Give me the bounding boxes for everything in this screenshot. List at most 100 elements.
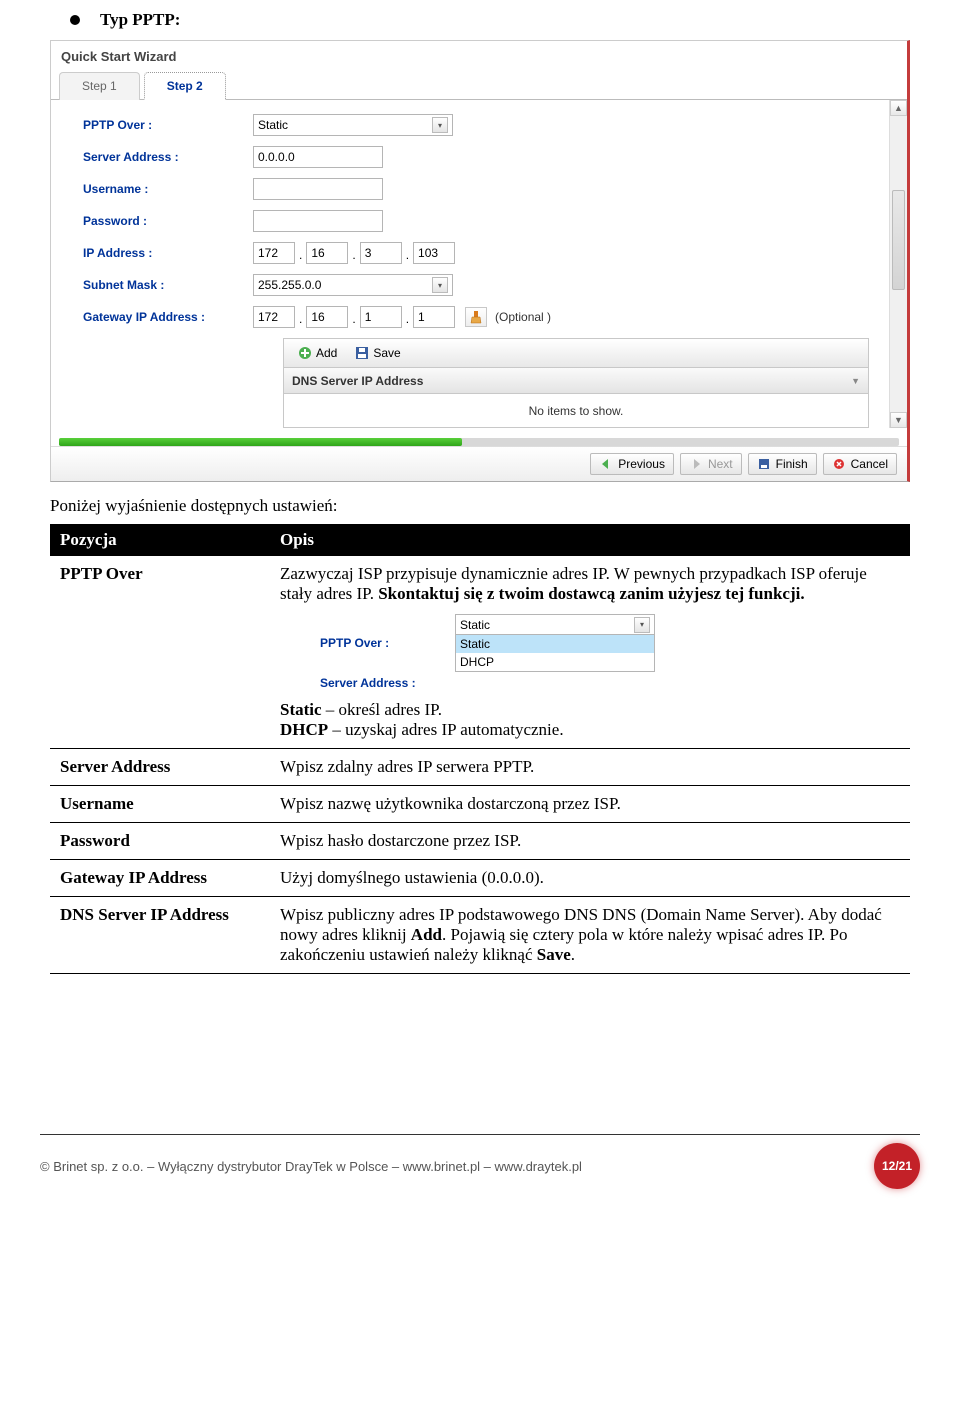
label-server-address: Server Address : (83, 150, 253, 164)
row-pptp-over: PPTP Over Zazwyczaj ISP przypisuje dynam… (50, 556, 910, 749)
previous-button[interactable]: Previous (590, 453, 674, 475)
dns-table-header: DNS Server IP Address ▼ (283, 368, 869, 394)
input-server-address[interactable] (253, 146, 383, 168)
scrollbar[interactable]: ▲ ▼ (889, 100, 907, 428)
input-ip-1[interactable] (253, 242, 295, 264)
key-pptp-over: PPTP Over (50, 556, 270, 749)
scrollbar-thumb[interactable] (892, 190, 905, 290)
optional-text: (Optional ) (495, 310, 551, 324)
row-password: Password Wpisz hasło dostarczone przez I… (50, 823, 910, 860)
input-username[interactable] (253, 178, 383, 200)
val-gateway: Użyj domyślnego ustawienia (0.0.0.0). (270, 860, 910, 897)
mini-opt-static[interactable]: Static (456, 635, 654, 653)
th-opis: Opis (270, 524, 910, 556)
row-dns: DNS Server IP Address Wpisz publiczny ad… (50, 897, 910, 974)
save-button[interactable]: Save (349, 346, 406, 360)
key-server-address: Server Address (50, 749, 270, 786)
next-button[interactable]: Next (680, 453, 742, 475)
input-ip-4[interactable] (413, 242, 455, 264)
mini-dropdown-screenshot: PPTP Over : Static ▾ Static DHCP Server … (320, 614, 720, 690)
save-button-label: Save (373, 346, 400, 360)
select-subnet-mask[interactable]: 255.255.0.0 ▾ (253, 274, 453, 296)
mini-label-server: Server Address : (320, 676, 455, 690)
bullet-icon (70, 15, 80, 25)
key-password: Password (50, 823, 270, 860)
mini-opt-dhcp[interactable]: DHCP (456, 653, 654, 671)
add-button[interactable]: Add (292, 346, 343, 360)
val-pptp-over: Zazwyczaj ISP przypisuje dynamicznie adr… (270, 556, 910, 749)
gateway-ip-group: . . . (253, 306, 455, 328)
label-username: Username : (83, 182, 253, 196)
th-pozycja: Pozycja (50, 524, 270, 556)
key-gateway: Gateway IP Address (50, 860, 270, 897)
select-pptp-over-value: Static (258, 118, 288, 132)
description-table: Pozycja Opis PPTP Over Zazwyczaj ISP prz… (50, 524, 910, 974)
input-password[interactable] (253, 210, 383, 232)
page-number-badge: 12/21 (874, 1143, 920, 1189)
arrow-left-icon (599, 457, 613, 471)
input-gw-4[interactable] (413, 306, 455, 328)
input-gw-3[interactable] (360, 306, 402, 328)
section-heading: Typ PPTP: (70, 10, 920, 30)
static-label: Static (280, 700, 322, 719)
save-icon (757, 457, 771, 471)
ip-address-group: . . . (253, 242, 455, 264)
label-password: Password : (83, 214, 253, 228)
wizard-title: Quick Start Wizard (51, 41, 907, 70)
row-gateway: Gateway IP Address Użyj domyślnego ustaw… (50, 860, 910, 897)
tab-step1[interactable]: Step 1 (59, 72, 140, 100)
pptp-text-1b: Skontaktuj się z twoim dostawcą zanim uż… (378, 584, 804, 603)
select-pptp-over[interactable]: Static ▾ (253, 114, 453, 136)
progress-fill (59, 438, 462, 446)
footer-text: © Brinet sp. z o.o. – Wyłączny dystrybut… (40, 1159, 582, 1174)
wizard-panel: Quick Start Wizard Step 1 Step 2 PPTP Ov… (50, 40, 910, 482)
save-icon (355, 346, 369, 360)
mini-dropdown[interactable]: Static ▾ Static DHCP (455, 614, 655, 672)
sort-icon[interactable]: ▼ (851, 376, 860, 386)
mini-dd-value: Static (460, 618, 490, 632)
dhcp-desc: – uzyskaj adres IP automatycznie. (328, 720, 563, 739)
val-password: Wpisz hasło dostarczone przez ISP. (270, 823, 910, 860)
dns-toolbar: Add Save (283, 338, 869, 368)
previous-label: Previous (618, 457, 665, 471)
arrow-right-icon (689, 457, 703, 471)
finish-label: Finish (776, 457, 808, 471)
chevron-down-icon: ▾ (634, 617, 650, 633)
dhcp-label: DHCP (280, 720, 328, 739)
static-desc: – określ adres IP. (322, 700, 442, 719)
row-username: Username Wpisz nazwę użytkownika dostarc… (50, 786, 910, 823)
dns-text-d: Save (537, 945, 571, 964)
finish-button[interactable]: Finish (748, 453, 817, 475)
dns-text-e: . (571, 945, 575, 964)
cancel-icon (832, 457, 846, 471)
next-label: Next (708, 457, 733, 471)
clear-icon[interactable] (465, 307, 487, 327)
input-ip-3[interactable] (360, 242, 402, 264)
input-ip-2[interactable] (306, 242, 348, 264)
select-subnet-mask-value: 255.255.0.0 (258, 278, 321, 292)
mini-label-pptp: PPTP Over : (320, 636, 455, 650)
wizard-buttons: Previous Next Finish Cancel (51, 446, 907, 481)
cancel-label: Cancel (851, 457, 888, 471)
dns-header-text: DNS Server IP Address (292, 374, 423, 388)
page-footer: © Brinet sp. z o.o. – Wyłączny dystrybut… (40, 1134, 920, 1209)
cancel-button[interactable]: Cancel (823, 453, 897, 475)
progress-bar (59, 438, 899, 446)
dns-empty-text: No items to show. (283, 394, 869, 428)
scroll-up-icon[interactable]: ▲ (890, 100, 907, 116)
key-dns: DNS Server IP Address (50, 897, 270, 974)
val-dns: Wpisz publiczny adres IP podstawowego DN… (270, 897, 910, 974)
dns-text-b: Add (411, 925, 442, 944)
chevron-down-icon: ▾ (432, 277, 448, 293)
val-server-address: Wpisz zdalny adres IP serwera PPTP. (270, 749, 910, 786)
input-gw-1[interactable] (253, 306, 295, 328)
input-gw-2[interactable] (306, 306, 348, 328)
key-username: Username (50, 786, 270, 823)
label-gateway-ip: Gateway IP Address : (83, 310, 253, 324)
table-header-row: Pozycja Opis (50, 524, 910, 556)
tab-step2[interactable]: Step 2 (144, 72, 226, 100)
chevron-down-icon: ▾ (432, 117, 448, 133)
val-username: Wpisz nazwę użytkownika dostarczoną prze… (270, 786, 910, 823)
wizard-tabs: Step 1 Step 2 (51, 72, 907, 100)
scroll-down-icon[interactable]: ▼ (890, 412, 907, 428)
